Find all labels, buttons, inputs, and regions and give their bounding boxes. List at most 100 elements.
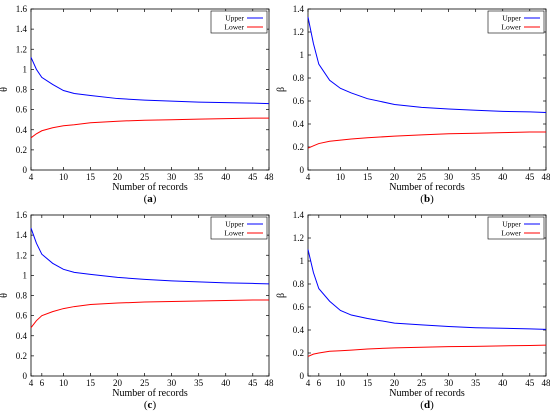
x-tick-label: 35 (471, 172, 481, 182)
x-tick-label: 10 (59, 172, 69, 182)
y-tick-label: 0.8 (293, 279, 305, 289)
legend-label: Lower (224, 23, 244, 32)
x-tick-label: 25 (417, 378, 427, 388)
x-tick-label: 45 (525, 172, 535, 182)
x-tick-label: 4 (29, 378, 34, 388)
x-tick-label: 45 (248, 378, 258, 388)
x-tick-label: 30 (167, 378, 177, 388)
plot-frame (30, 214, 270, 377)
x-tick-label: 10 (336, 378, 346, 388)
y-tick-label: 1.6 (16, 4, 28, 14)
y-axis-label: β (276, 87, 287, 92)
x-tick-label: 48 (542, 378, 550, 388)
y-tick-label: 0.2 (16, 351, 27, 361)
x-axis-label: Number of records (389, 388, 465, 399)
chart-panel-1: 4 10 15 20 25 30 35 40 45 48 0 0.2 0.4 0.6 0.8 1 1.2 1.4 1… (0, 4, 274, 205)
panel-caption: (d) (420, 399, 434, 411)
x-tick-label: 25 (417, 172, 427, 182)
y-tick-label: 0.6 (16, 311, 28, 321)
plot-frame (30, 8, 270, 171)
panel-caption: (b) (420, 193, 434, 205)
plot-frame (307, 214, 547, 377)
x-tick-label: 10 (59, 378, 69, 388)
x-tick-label: 30 (167, 172, 177, 182)
y-tick-label: 0.4 (293, 325, 305, 335)
x-axis-label: Number of records (112, 388, 188, 399)
y-tick-label: 0 (300, 165, 305, 175)
y-tick-label: 1 (23, 270, 28, 280)
y-axis-label: θ (0, 293, 10, 298)
y-tick-label: 0.6 (293, 302, 305, 312)
y-tick-label: 0.2 (16, 145, 27, 155)
x-tick-label: 45 (248, 172, 258, 182)
x-tick-label: 40 (221, 378, 231, 388)
y-tick-label: 1.4 (16, 24, 28, 34)
x-tick-label: 20 (390, 378, 400, 388)
x-tick-label: 35 (194, 378, 204, 388)
y-tick-label: 0.6 (16, 105, 28, 115)
y-tick-label: 0 (300, 371, 305, 381)
legend-label: Lower (224, 229, 244, 238)
legend-label: Upper (502, 14, 521, 23)
x-tick-label: 25 (140, 378, 150, 388)
series-line-upper (30, 227, 270, 285)
x-tick-label: 30 (444, 172, 454, 182)
y-tick-label: 1.4 (293, 210, 305, 220)
x-tick-label: 15 (86, 172, 96, 182)
y-tick-label: 0 (23, 371, 28, 381)
series-line-upper (30, 57, 270, 105)
x-tick-label: 20 (113, 172, 123, 182)
x-tick-label: 40 (498, 172, 508, 182)
series-line-upper (307, 249, 547, 330)
y-tick-label: 1.6 (16, 210, 28, 220)
legend-label: Lower (501, 229, 521, 238)
series-line-upper (307, 16, 547, 113)
legend-label: Upper (502, 220, 521, 229)
chart-panel-4: 4 6 10 15 20 25 30 35 40 45 48 0 0.2 0.4 0.6 0.8 1 1.2 1.4… (276, 210, 550, 411)
chart-panel-2: 4 10 15 20 25 30 35 40 45 48 0 0.2 0.4 0.6 0.8 1 1.2 1.4 N… (276, 4, 550, 205)
legend-label: Upper (225, 14, 244, 23)
x-tick-label: 6 (40, 378, 45, 388)
y-tick-label: 0.8 (16, 291, 28, 301)
x-tick-label: 6 (317, 378, 322, 388)
y-tick-label: 0.8 (293, 73, 305, 83)
x-axis-label: Number of records (389, 182, 465, 193)
x-tick-label: 15 (363, 378, 373, 388)
x-axis-label: Number of records (112, 182, 188, 193)
x-tick-label: 15 (86, 378, 96, 388)
y-tick-label: 0 (23, 165, 28, 175)
y-tick-label: 1.2 (293, 27, 304, 37)
y-tick-label: 1.2 (16, 250, 27, 260)
y-tick-label: 1.4 (293, 4, 305, 14)
y-tick-label: 0.6 (293, 96, 305, 106)
x-tick-label: 40 (498, 378, 508, 388)
panel-caption: (a) (144, 193, 157, 205)
y-tick-label: 0.2 (293, 142, 304, 152)
y-tick-label: 0.4 (293, 119, 305, 129)
x-tick-label: 45 (525, 378, 535, 388)
legend-label: Upper (225, 220, 244, 229)
x-tick-label: 48 (542, 172, 550, 182)
x-tick-label: 10 (336, 172, 346, 182)
chart-panel-3: 4 6 10 15 20 25 30 35 40 45 48 0 0.2 0.4 0.6 0.8 1 1.2 1.4… (0, 210, 274, 411)
y-axis-label: θ (0, 87, 10, 92)
series-line-lower (30, 299, 269, 329)
x-tick-label: 4 (29, 172, 34, 182)
x-tick-label: 48 (265, 378, 275, 388)
panel-caption: (c) (144, 399, 157, 411)
y-tick-label: 1.4 (16, 230, 28, 240)
y-tick-label: 1.2 (16, 44, 27, 54)
x-tick-label: 35 (471, 378, 481, 388)
y-tick-label: 0.4 (16, 331, 28, 341)
plot-frame (307, 8, 547, 171)
x-tick-label: 20 (390, 172, 400, 182)
y-tick-label: 0.4 (16, 125, 28, 135)
series-line-lower (307, 344, 547, 357)
x-tick-label: 30 (444, 378, 454, 388)
x-tick-label: 20 (113, 378, 123, 388)
y-axis-label: β (276, 293, 287, 298)
